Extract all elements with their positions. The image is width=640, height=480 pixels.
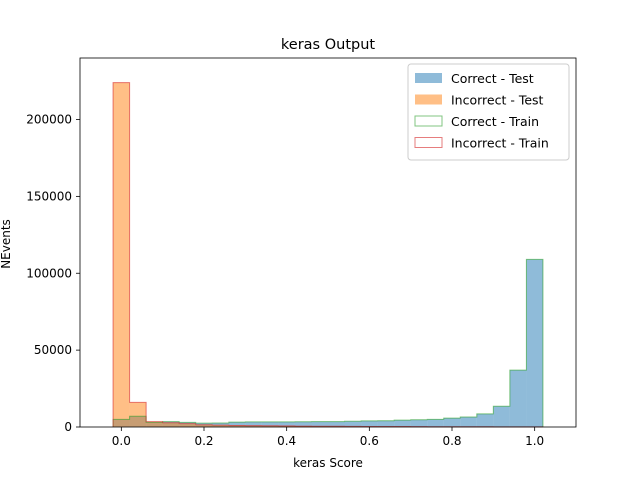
bar-incorrect-test-4 xyxy=(179,423,196,427)
bar-correct-test-13 xyxy=(328,421,345,427)
bar-incorrect-test-7 xyxy=(228,425,246,427)
plot-frame xyxy=(79,57,577,428)
y-tick-label: 200000 xyxy=(26,113,72,127)
x-tick-label: 1.0 xyxy=(525,434,544,448)
bar-incorrect-test-8 xyxy=(245,425,262,427)
legend-label-correct-train: Correct - Train xyxy=(451,114,539,129)
legend-swatch-incorrect-train xyxy=(414,137,443,148)
bar-correct-test-19 xyxy=(427,419,444,427)
bar-correct-test-9 xyxy=(261,421,279,427)
legend-swatch-correct-test xyxy=(415,73,442,83)
bar-correct-test-21 xyxy=(460,417,477,427)
x-tick-label: 0.2 xyxy=(194,434,213,448)
bar-incorrect-test-10 xyxy=(278,425,295,427)
bar-incorrect-test-2 xyxy=(146,421,163,427)
step-line-correct-train xyxy=(112,258,544,427)
x-tick-label: 0.0 xyxy=(112,434,131,448)
legend-box xyxy=(407,63,570,161)
legend-swatch-incorrect-test xyxy=(415,94,442,105)
bar-incorrect-test-3 xyxy=(162,422,180,427)
legend-label-incorrect-test: Incorrect - Test xyxy=(451,93,544,108)
legend-swatch-correct-train xyxy=(414,115,443,127)
x-tick-label: 0.8 xyxy=(442,434,461,448)
chart-title: keras Output xyxy=(281,37,375,53)
bar-correct-test-8 xyxy=(245,421,262,427)
bar-correct-test-15 xyxy=(361,420,378,427)
bar-incorrect-test-5 xyxy=(195,424,213,427)
y-tick-label: 0 xyxy=(64,420,72,434)
bar-correct-test-20 xyxy=(443,418,461,427)
legend-label-correct-test: Correct - Test xyxy=(451,71,534,86)
bar-correct-test-23 xyxy=(493,406,510,427)
x-axis-label: keras Score xyxy=(293,456,363,470)
bar-incorrect-test-1 xyxy=(129,402,147,427)
x-tick-label: 0.6 xyxy=(360,434,379,448)
bar-correct-test-10 xyxy=(278,421,295,427)
legend-label-incorrect-train: Incorrect - Train xyxy=(451,136,549,151)
bar-correct-test-12 xyxy=(311,421,328,427)
y-axis-label: NEvents xyxy=(0,219,13,269)
bar-correct-test-14 xyxy=(344,421,362,427)
bar-incorrect-test-6 xyxy=(212,425,229,427)
bar-correct-test-25 xyxy=(526,259,543,427)
bar-incorrect-test-9 xyxy=(261,425,279,427)
bar-correct-test-24 xyxy=(509,370,527,427)
y-tick-label: 50000 xyxy=(34,343,72,357)
y-tick-label: 150000 xyxy=(26,189,72,203)
axes-layer: 0.0 0.2 0.4 0.6 0.8 1.0 0 50000 100000 150000 2000… xyxy=(26,57,577,448)
bar-correct-test-7 xyxy=(228,422,246,427)
y-tick-label: 100000 xyxy=(26,266,72,280)
bar-correct-test-16 xyxy=(377,420,395,427)
x-tick-label: 0.4 xyxy=(277,434,296,448)
bar-incorrect-test-0 xyxy=(113,82,130,427)
legend: Correct - Test Incorrect - Test Correct - … xyxy=(407,63,570,161)
bar-correct-test-22 xyxy=(476,413,494,427)
bar-correct-test-17 xyxy=(394,420,411,427)
bar-correct-test-18 xyxy=(410,419,428,427)
bar-correct-test-11 xyxy=(294,421,312,427)
